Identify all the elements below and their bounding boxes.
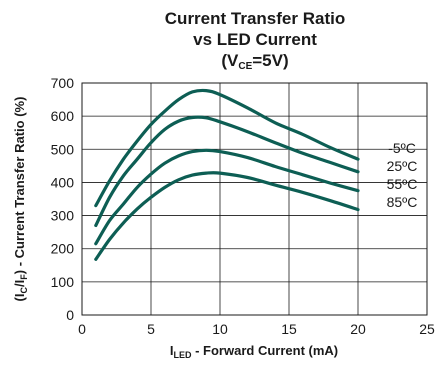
x-tick-label: 5 xyxy=(147,321,155,337)
x-tick-label: 25 xyxy=(419,321,435,337)
series-line xyxy=(94,88,360,208)
series-line xyxy=(94,148,360,246)
chart-title-condition: (VCE=5V) xyxy=(221,51,288,72)
y-tick-label: 700 xyxy=(51,75,75,91)
series-labels: -5ºC 25ºC 55ºC 85ºC xyxy=(387,140,418,210)
series-line xyxy=(94,115,360,228)
y-tick-label: 0 xyxy=(66,307,74,323)
x-tick-label: 0 xyxy=(78,321,86,337)
y-tick-label: 200 xyxy=(51,241,75,257)
y-tick-label: 500 xyxy=(51,141,75,157)
series-label: 25ºC xyxy=(387,158,418,174)
grid xyxy=(82,83,427,315)
series-line xyxy=(94,171,360,261)
x-tick-label: 15 xyxy=(281,321,297,337)
series-label: 85ºC xyxy=(387,194,418,210)
plot-frame xyxy=(81,82,428,316)
x-tick-label: 20 xyxy=(350,321,366,337)
y-tick-label: 400 xyxy=(51,174,75,190)
tick-labels: 0 5 10 15 20 25 0 100 200 300 400 500 600 700 xyxy=(51,75,435,337)
chart-title-line-1: Current Transfer Ratio xyxy=(165,9,345,28)
y-tick-label: 600 xyxy=(51,108,75,124)
y-tick-label: 300 xyxy=(51,208,75,224)
x-axis-label: ILED - Forward Current (mA) xyxy=(170,343,338,360)
x-tick-label: 10 xyxy=(212,321,228,337)
y-tick-label: 100 xyxy=(51,274,75,290)
series-label: 55ºC xyxy=(387,176,418,192)
chart-title-line-2: vs LED Current xyxy=(193,30,317,49)
series-lines xyxy=(94,88,360,261)
y-axis-label: (IC/IF) - Current Transfer Ratio (%) xyxy=(12,97,29,302)
series-label: -5ºC xyxy=(388,140,416,156)
